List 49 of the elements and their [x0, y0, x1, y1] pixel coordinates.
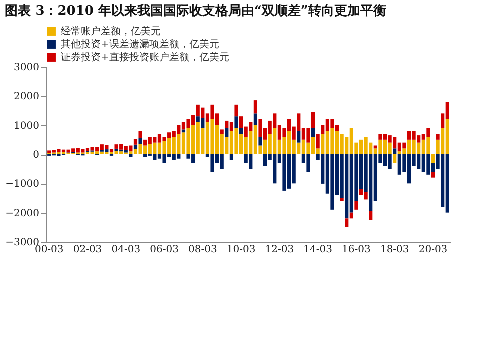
bar — [431, 172, 436, 178]
y-tick-label: 3000 — [14, 62, 40, 74]
bar — [234, 116, 238, 128]
x-tick-label: 20-03 — [418, 244, 448, 256]
bar — [182, 130, 186, 133]
legend-label: 其他投资+误差遗漏项差额，亿美元 — [61, 38, 220, 50]
x-tick-label: 06-03 — [150, 244, 179, 256]
x-tick-label: 12-03 — [265, 244, 294, 256]
bar — [258, 137, 262, 146]
bar — [345, 218, 349, 228]
bar — [134, 144, 138, 150]
x-tick-label: 02-03 — [73, 244, 102, 256]
y-tick-label: 0 — [33, 150, 40, 161]
bar — [297, 131, 301, 143]
bar — [254, 114, 258, 126]
bar — [369, 211, 373, 220]
bar — [431, 154, 436, 164]
y-tick-label: 2000 — [14, 92, 40, 103]
bar — [240, 128, 244, 134]
chart-title: 图表 3：2010 年以来我国国际收支格局由“双顺差”转向更加平衡 — [5, 3, 386, 19]
bar — [393, 154, 397, 164]
bar — [393, 148, 397, 154]
y-tick-label: −2000 — [6, 208, 40, 220]
bar — [354, 201, 358, 210]
bar — [234, 104, 238, 117]
x-tick-label: 00-03 — [34, 244, 64, 256]
bar — [220, 130, 224, 134]
legend-label: 经常账户差额，亿美元 — [61, 26, 161, 38]
bar — [311, 112, 316, 128]
y-tick-label: 1000 — [14, 120, 40, 132]
bar — [138, 131, 142, 138]
bar — [134, 139, 138, 145]
bar — [436, 134, 440, 140]
x-tick-label: 04-03 — [112, 244, 141, 256]
x-tick-label: 14-03 — [304, 244, 332, 256]
bar — [138, 138, 142, 144]
bar — [230, 154, 234, 160]
x-tick-label: 10-03 — [226, 244, 256, 256]
bar — [316, 134, 320, 149]
bar — [350, 212, 354, 219]
bar — [225, 128, 229, 137]
bar — [129, 154, 133, 158]
y-tick-label: −1000 — [6, 179, 40, 190]
x-tick-label: 08-03 — [188, 244, 218, 256]
bar — [311, 128, 316, 137]
legend-label: 证券投资+直接投资账户差额，亿美元 — [61, 52, 230, 64]
x-tick-label: 16-03 — [342, 244, 371, 256]
bar — [254, 100, 258, 114]
x-tick-label: 18-03 — [380, 244, 410, 256]
